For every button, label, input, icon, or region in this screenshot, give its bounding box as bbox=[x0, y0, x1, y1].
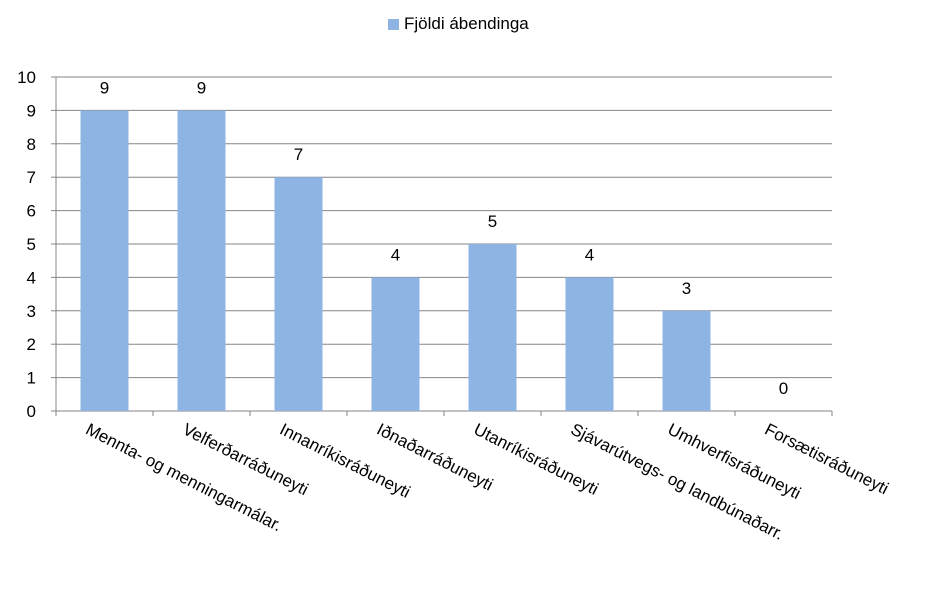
y-tick-label: 6 bbox=[27, 202, 36, 221]
y-tick-label: 1 bbox=[27, 369, 36, 388]
y-tick-label: 3 bbox=[27, 302, 36, 321]
y-tick-label: 10 bbox=[17, 68, 36, 87]
data-label: 0 bbox=[779, 379, 788, 398]
y-tick-label: 4 bbox=[27, 268, 36, 287]
legend: Fjöldi ábendinga bbox=[388, 14, 529, 34]
data-label: 9 bbox=[197, 78, 206, 97]
bar bbox=[468, 244, 517, 411]
y-tick-label: 2 bbox=[27, 335, 36, 354]
bar bbox=[565, 277, 614, 411]
y-tick-label: 5 bbox=[27, 235, 36, 254]
bar bbox=[371, 277, 420, 411]
y-tick-label: 0 bbox=[27, 402, 36, 421]
data-label: 3 bbox=[682, 279, 691, 298]
data-label: 7 bbox=[294, 145, 303, 164]
data-label: 9 bbox=[100, 78, 109, 97]
legend-label: Fjöldi ábendinga bbox=[404, 14, 529, 33]
data-label: 5 bbox=[488, 212, 497, 231]
bar bbox=[80, 110, 129, 412]
y-tick-label: 9 bbox=[27, 101, 36, 120]
bar bbox=[662, 310, 711, 411]
bar bbox=[274, 177, 323, 411]
data-label: 4 bbox=[585, 245, 594, 264]
data-label: 4 bbox=[391, 245, 400, 264]
y-tick-label: 8 bbox=[27, 135, 36, 154]
y-tick-label: 7 bbox=[27, 168, 36, 187]
bar bbox=[177, 110, 226, 412]
legend-swatch bbox=[388, 18, 399, 30]
